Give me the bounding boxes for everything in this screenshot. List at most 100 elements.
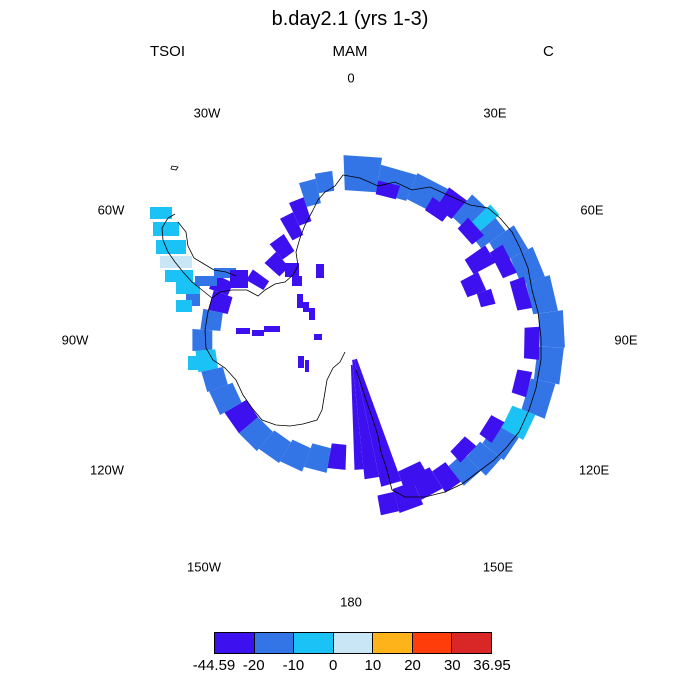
- colorbar-label: 10: [364, 657, 382, 674]
- grid-cell: [280, 212, 304, 241]
- grid-cell: [292, 276, 302, 286]
- grid-cell: [153, 222, 179, 236]
- colorbar-swatch: [412, 633, 453, 653]
- lon-label-30w: 30W: [193, 105, 221, 121]
- grid-cell: [450, 436, 477, 463]
- grid-cell: [224, 400, 259, 434]
- coastline-west-antarctica: [204, 174, 344, 349]
- grid-cell: [460, 271, 487, 298]
- grid-cell: [195, 276, 217, 286]
- lon-label-30e: 30E: [483, 105, 507, 121]
- colorbar-swatch: [452, 633, 492, 653]
- grid-cell: [314, 170, 335, 194]
- colorbar-swatch: [254, 633, 295, 653]
- grid-cell: [160, 256, 192, 268]
- grid-cell: [350, 364, 364, 470]
- lon-label-60e: 60E: [580, 202, 604, 218]
- grid-cell: [354, 358, 402, 487]
- grid-cell: [269, 234, 295, 260]
- grid-cell: [511, 369, 533, 398]
- grid-cell: [303, 443, 331, 473]
- grid-cell: [236, 328, 250, 334]
- grid-cell: [298, 356, 304, 368]
- colorbar-label: -20: [242, 657, 265, 674]
- coastline-peninsula: [161, 213, 213, 299]
- coastline-island: [170, 165, 179, 171]
- grid-cell: [509, 276, 533, 311]
- grid-cell: [201, 367, 228, 392]
- grid-cell: [538, 310, 565, 348]
- colorbar-label: 0: [328, 657, 338, 674]
- grid-cell: [510, 246, 545, 285]
- grid-cell: [521, 378, 556, 419]
- grid-cell: [264, 251, 289, 277]
- colorbar-swatch: [333, 633, 374, 653]
- grid-cell: [176, 300, 192, 312]
- grid-cell: [476, 288, 496, 308]
- grid-cell: [192, 329, 213, 351]
- grid-cell: [188, 356, 204, 370]
- lon-label-60w: 60W: [97, 202, 125, 218]
- season-label: MAM: [332, 43, 368, 60]
- colorbar-label: -44.59: [192, 657, 236, 674]
- grid-cell: [452, 194, 487, 229]
- grid-cell: [238, 417, 273, 452]
- grid-cell: [425, 197, 452, 222]
- grid-cell: [377, 491, 400, 516]
- lon-label-150e: 150E: [482, 559, 514, 575]
- grid-cell: [264, 326, 280, 332]
- grid-cell: [309, 308, 315, 320]
- grid-cell: [280, 439, 311, 472]
- grid-cell: [252, 330, 264, 336]
- grid-cell: [457, 217, 484, 245]
- grid-cell: [464, 245, 496, 275]
- colorbar: [214, 632, 492, 654]
- lon-label-90e: 90E: [614, 332, 638, 348]
- grid-cell: [472, 217, 506, 249]
- grid-cell: [525, 275, 558, 315]
- lon-label-0: 0: [347, 70, 355, 86]
- colorbar-swatch: [215, 633, 255, 653]
- colorbar-label: 36.95: [473, 657, 511, 674]
- grid-cell: [297, 294, 303, 308]
- grid-cell: [299, 178, 321, 207]
- grid-cell: [289, 197, 312, 226]
- colorbar-label: 30: [443, 657, 461, 674]
- grid-cell: [214, 268, 236, 278]
- grid-cell: [230, 270, 248, 288]
- lon-label-150w: 150W: [187, 559, 221, 575]
- grid-cell: [209, 382, 242, 415]
- grid-cell: [314, 334, 322, 340]
- colorbar-label: 20: [404, 657, 421, 674]
- lon-label-120w: 120W: [90, 462, 124, 478]
- grid-cell: [466, 441, 502, 476]
- grid-cell: [524, 326, 540, 360]
- coastline-ross-sea: [205, 347, 346, 427]
- grid-cell: [397, 461, 430, 491]
- coastline-peninsula-west: [177, 221, 237, 277]
- grid-cell: [448, 453, 481, 486]
- grid-cell: [258, 430, 291, 463]
- grid-cell: [352, 359, 380, 480]
- lon-label-90w: 90W: [61, 332, 89, 348]
- coastline: [161, 165, 542, 498]
- grid-cell: [489, 244, 517, 279]
- grid-cell: [343, 155, 383, 193]
- grid-cell: [327, 443, 347, 470]
- plot-title: b.day2.1 (yrs 1-3): [271, 8, 429, 30]
- data-cells: [150, 155, 565, 516]
- grid-cell: [246, 269, 270, 290]
- units-label: C: [543, 43, 554, 60]
- grid-cell: [156, 240, 186, 254]
- coastline-east-antarctica: [342, 174, 542, 498]
- colorbar-label: -10: [282, 657, 305, 674]
- lon-label-120e: 120E: [578, 462, 610, 478]
- grid-cell: [316, 264, 324, 278]
- grid-cell: [468, 204, 500, 234]
- grid-cell: [176, 282, 200, 294]
- variable-label: TSOI: [150, 43, 186, 60]
- grid-cell: [432, 462, 461, 493]
- grid-cell: [208, 290, 233, 314]
- grid-cell: [165, 270, 193, 282]
